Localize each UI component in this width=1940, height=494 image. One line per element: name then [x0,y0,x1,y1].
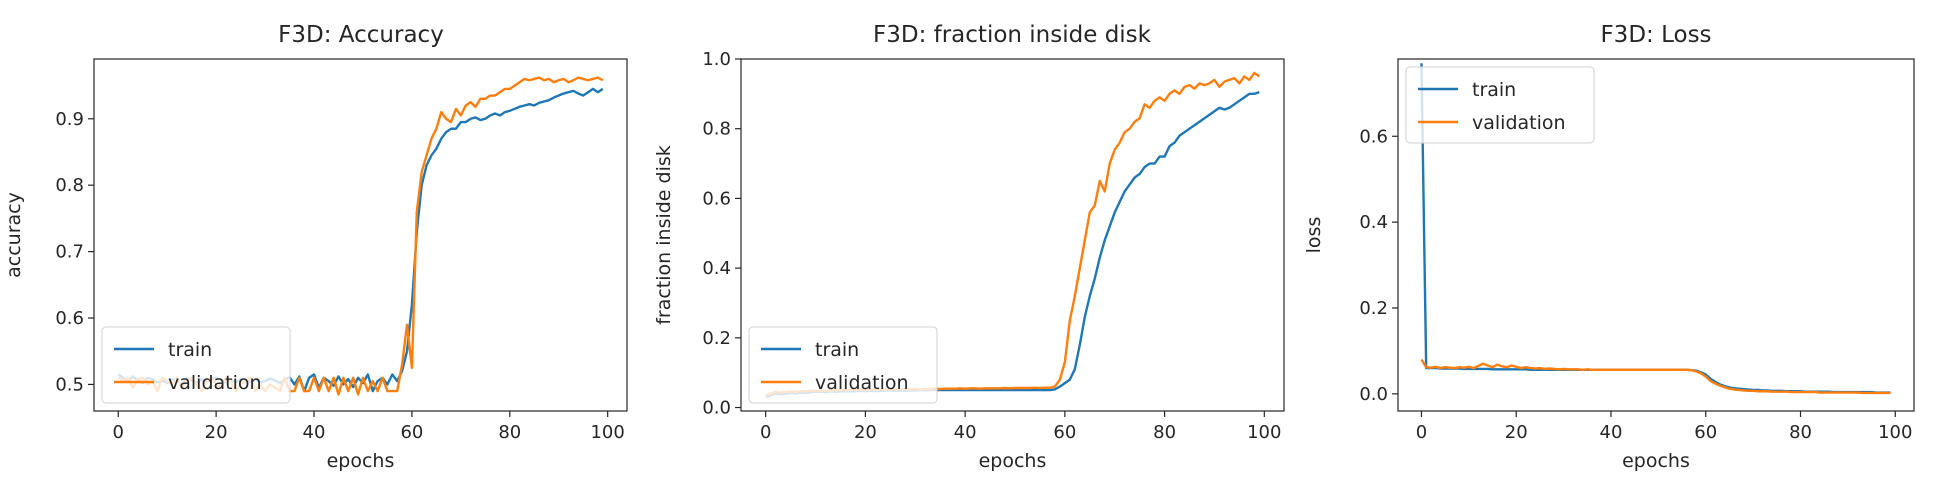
x-tick-label: 0 [1416,422,1427,443]
legend-label-train: train [815,339,859,361]
chart-panel-3: F3D: Loss 0 20 40 60 80 100 0.0 0.2 0.4 0.6 epochs l… [1303,22,1915,472]
legend-label-train: train [168,339,212,361]
legend-box [101,326,291,404]
x-tick-label: 20 [854,422,877,443]
x-tick-label: 100 [590,422,624,443]
x-tick-label: 60 [400,422,423,443]
y-tick-label: 0.0 [702,398,731,419]
y-tick-label: 0.4 [1359,212,1388,233]
y-axis-label: loss [1303,217,1325,254]
y-axis-label: accuracy [3,192,25,278]
y-tick-label: 1.0 [702,49,731,70]
x-tick-label: 20 [1505,422,1528,443]
y-tick-label: 0.8 [55,175,84,196]
x-tick-label: 100 [1247,422,1281,443]
legend: train validation [748,326,938,404]
y-tick-label: 0.7 [55,242,84,263]
x-tick-label: 80 [498,422,521,443]
chart-title: F3D: Loss [1600,22,1711,48]
legend-box [1405,66,1595,144]
y-tick-label: 0.5 [55,374,84,395]
legend-box [748,326,938,404]
legend-label-train: train [1472,79,1516,101]
axes-frame [740,58,1285,412]
legend-label-validation: validation [1472,112,1566,134]
x-tick-label: 60 [1694,422,1717,443]
x-tick-label: 100 [1878,422,1912,443]
x-tick-label: 0 [113,422,124,443]
y-tick-label: 0.6 [55,308,84,329]
y-tick-label: 0.6 [1359,126,1388,147]
series-line-validation [1420,358,1891,395]
x-tick-label: 40 [303,422,326,443]
chart-title: F3D: Accuracy [278,22,444,48]
chart-title: F3D: fraction inside disk [873,22,1152,48]
x-axis-label: epochs [1622,450,1690,472]
y-tick-label: 0.4 [702,258,731,279]
axes-frame [1397,58,1915,412]
y-axis-label: fraction inside disk [653,145,675,325]
y-tick-label: 0.2 [702,328,731,349]
y-tick-label: 0.0 [1359,384,1388,405]
y-tick-label: 0.8 [702,119,731,140]
x-axis-label: epochs [979,450,1047,472]
x-tick-label: 80 [1789,422,1812,443]
x-tick-label: 60 [1053,422,1076,443]
legend: train validation [101,326,291,404]
x-tick-label: 80 [1153,422,1176,443]
x-axis-label: epochs [327,450,395,472]
x-tick-label: 40 [1600,422,1623,443]
y-tick-label: 0.9 [55,109,84,130]
legend: train validation [1405,66,1595,144]
chart-panel-2: F3D: fraction inside disk 0 20 40 60 80 100 0.0… [653,22,1285,472]
x-tick-label: 0 [760,422,771,443]
legend-label-validation: validation [168,372,262,394]
x-tick-label: 20 [205,422,228,443]
y-tick-label: 0.2 [1359,298,1388,319]
y-tick-label: 0.6 [702,188,731,209]
axes-frame [93,58,628,412]
legend-label-validation: validation [815,372,909,394]
x-tick-label: 40 [954,422,977,443]
chart-panel-1: F3D: Accuracy 0 20 40 60 80 100 0.5 0.6 0.7 0.8 0.9… [3,22,628,472]
